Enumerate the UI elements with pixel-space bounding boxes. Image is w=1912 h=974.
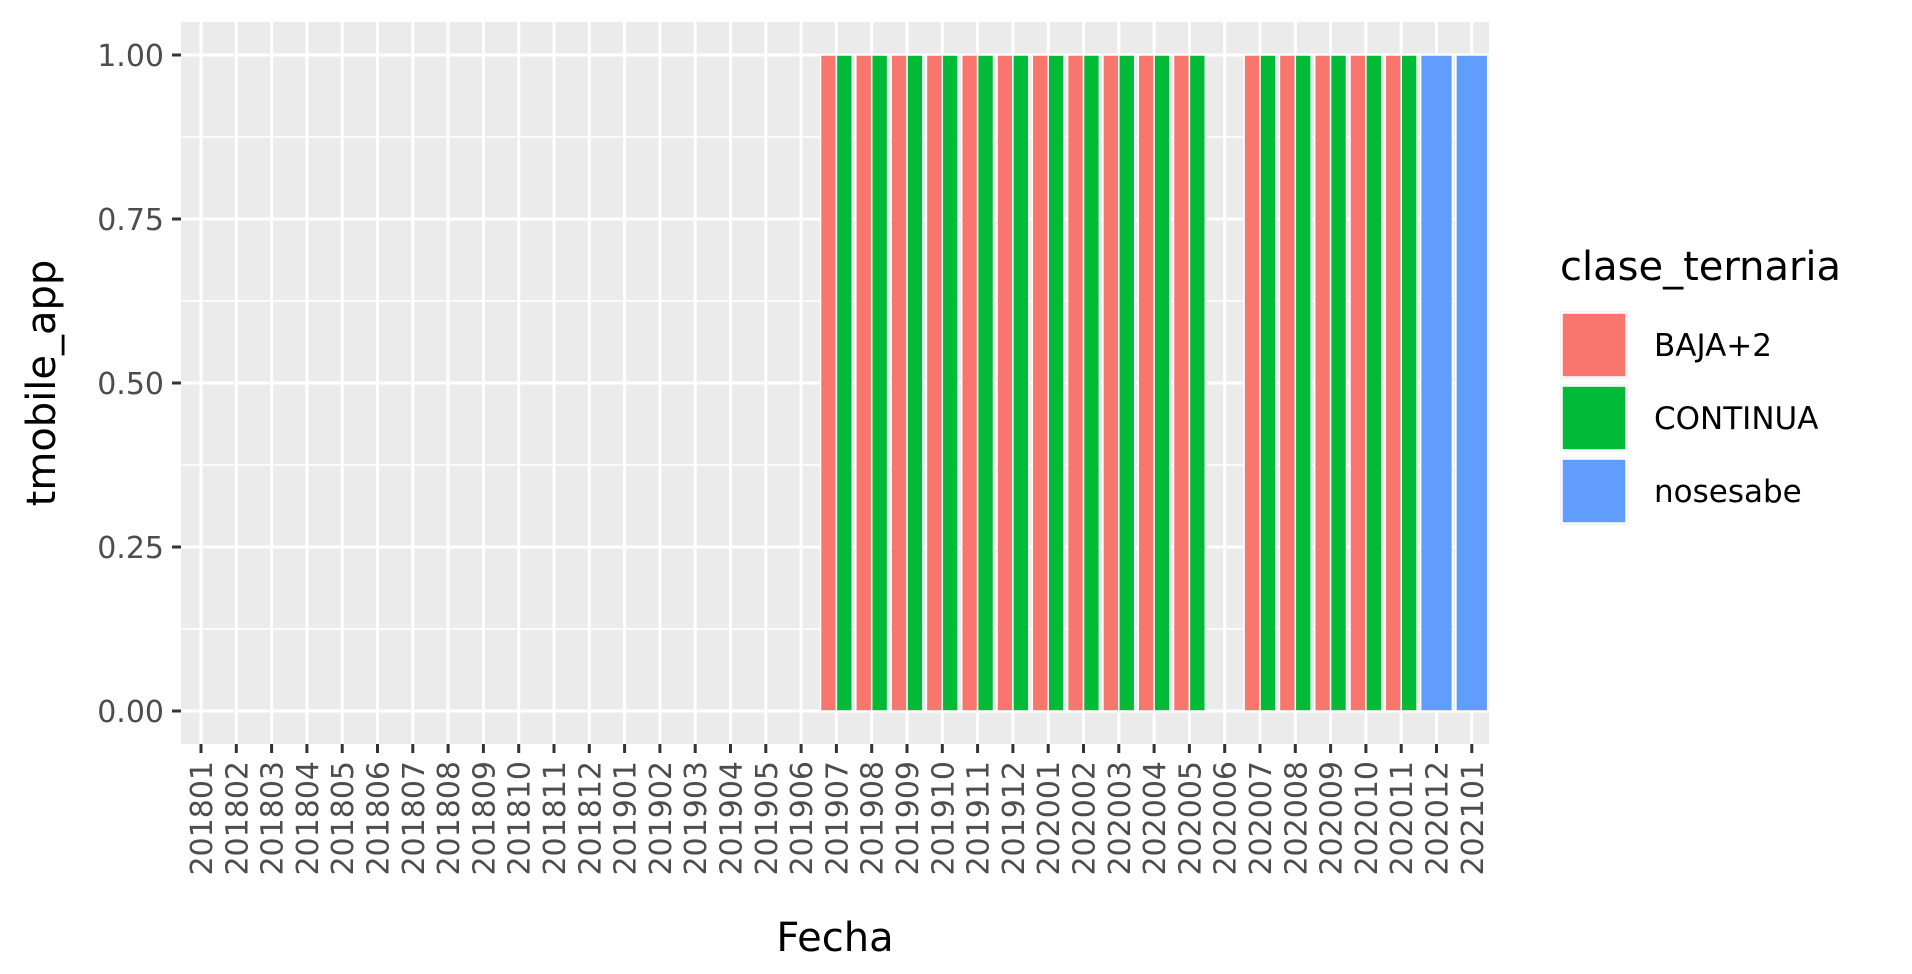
bar-nosesabe-202012 (1419, 54, 1454, 712)
bar-continua-202001 (1047, 54, 1065, 712)
bar-continua-201907 (835, 54, 854, 712)
bar-baja-2-202001 (1031, 54, 1049, 712)
bar-continua-202002 (1082, 54, 1101, 712)
bar-baja-2-202011 (1384, 54, 1402, 712)
x-tick-label: 201804 (291, 761, 326, 876)
x-tick-label: 202004 (1138, 761, 1173, 876)
x-tick-label: 201901 (609, 761, 644, 876)
x-tick-label: 201911 (962, 761, 997, 876)
bar-continua-201910 (941, 54, 959, 712)
bar-continua-202005 (1188, 54, 1207, 712)
x-tick-label: 201807 (397, 761, 432, 876)
legend-title: clase_ternaria (1560, 244, 1841, 290)
bar-baja-2-201909 (890, 54, 908, 712)
bar-baja-2-202010 (1349, 54, 1367, 712)
legend-label-baja-2: BAJA+2 (1654, 328, 1772, 364)
x-axis: 201801 201802 201803 201804 201805 201806 2018… (185, 744, 1491, 876)
x-tick-label: 202101 (1456, 761, 1491, 876)
y-axis: 0.00 0.25 0.50 0.75 1.00 (97, 39, 181, 730)
y-tick-label: 1.00 (97, 39, 164, 74)
x-tick-label: 201801 (185, 761, 220, 876)
x-tick-label: 201909 (891, 761, 926, 876)
bar-baja-2-202004 (1137, 54, 1155, 712)
x-tick-label: 202006 (1209, 761, 1244, 876)
bar-continua-201909 (906, 54, 924, 712)
bar-continua-202009 (1329, 54, 1348, 712)
x-tick-label: 202012 (1421, 761, 1456, 876)
legend-label-continua: CONTINUA (1654, 401, 1818, 437)
bar-continua-202007 (1259, 54, 1277, 712)
x-tick-label: 202009 (1315, 761, 1350, 876)
x-tick-label: 202001 (1032, 761, 1067, 876)
legend-swatch-baja-2 (1561, 312, 1627, 378)
bar-baja-2-202008 (1278, 54, 1297, 712)
x-tick-label: 202005 (1173, 761, 1208, 876)
bar-nosesabe-202101 (1455, 54, 1489, 712)
x-tick-label: 202008 (1279, 761, 1314, 876)
bar-continua-202008 (1294, 54, 1312, 712)
x-tick-label: 201805 (326, 761, 361, 876)
bar-continua-201908 (870, 54, 889, 712)
y-tick-label: 0.00 (97, 695, 164, 730)
y-tick-label: 0.75 (97, 203, 164, 238)
bar-baja-2-201910 (925, 54, 944, 712)
bar-baja-2-201908 (855, 54, 873, 712)
bar-baja-2-202002 (1066, 54, 1085, 712)
bar-baja-2-201907 (819, 54, 838, 712)
x-tick-label: 201903 (679, 761, 714, 876)
bar-continua-202003 (1118, 54, 1136, 712)
bar-baja-2-202007 (1243, 54, 1261, 712)
x-tick-label: 201905 (750, 761, 785, 876)
x-tick-label: 201803 (256, 761, 291, 876)
x-tick-label: 201910 (926, 761, 961, 876)
x-tick-label: 201810 (503, 761, 538, 876)
x-tick-label: 201904 (715, 761, 750, 876)
x-tick-label: 201812 (573, 761, 608, 876)
x-tick-label: 201908 (856, 761, 891, 876)
x-tick-label: 201907 (820, 761, 855, 876)
bar-continua-202004 (1153, 54, 1171, 712)
x-tick-label: 201902 (644, 761, 679, 876)
y-tick-label: 0.25 (97, 531, 164, 566)
x-tick-label: 201802 (220, 761, 255, 876)
bar-continua-201912 (1012, 54, 1030, 712)
bar-continua-202010 (1365, 54, 1383, 712)
x-axis-title: Fecha (776, 915, 893, 961)
legend: clase_ternaria BAJA+2 CONTINUA nosesabe (1560, 244, 1841, 525)
bar-continua-201911 (976, 54, 995, 712)
bar-baja-2-201911 (960, 54, 979, 712)
bar-baja-2-202005 (1172, 54, 1191, 712)
x-tick-label: 202011 (1385, 761, 1420, 876)
bar-baja-2-201912 (996, 54, 1014, 712)
x-tick-label: 202003 (1103, 761, 1138, 876)
bars (819, 54, 1489, 712)
y-axis-title: tmobile_app (19, 260, 65, 507)
x-tick-label: 202002 (1068, 761, 1103, 876)
x-tick-label: 201906 (785, 761, 820, 876)
x-tick-label: 201912 (997, 761, 1032, 876)
x-tick-label: 202010 (1350, 761, 1385, 876)
x-tick-label: 201809 (467, 761, 502, 876)
legend-swatch-continua (1561, 385, 1627, 451)
x-tick-label: 202007 (1244, 761, 1279, 876)
bar-continua-202011 (1400, 54, 1418, 712)
x-tick-label: 201808 (432, 761, 467, 876)
x-tick-label: 201806 (362, 761, 397, 876)
bar-baja-2-202003 (1102, 54, 1120, 712)
legend-label-nosesabe: nosesabe (1654, 474, 1802, 510)
y-tick-label: 0.50 (97, 367, 164, 402)
x-tick-label: 201811 (538, 761, 573, 876)
legend-swatch-nosesabe (1561, 458, 1627, 524)
bar-baja-2-202009 (1313, 54, 1332, 712)
